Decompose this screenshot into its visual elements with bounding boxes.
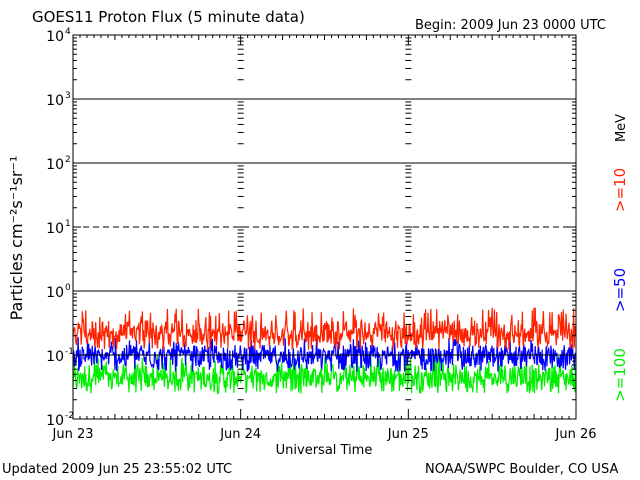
y-tick-label-base: 10 (46, 93, 64, 109)
chart-title: GOES11 Proton Flux (5 minute data) (32, 8, 305, 26)
y-tick-label-exp: 0 (65, 283, 71, 293)
series-line (72, 307, 577, 350)
series-line (72, 355, 577, 395)
y-tick-label-base: 10 (46, 221, 64, 237)
plot-frame (72, 34, 577, 420)
y-axis-label: Particles cm⁻²s⁻¹sr⁻¹ (7, 156, 26, 321)
y-tick-label-exp: 2 (65, 155, 71, 165)
credit: NOAA/SWPC Boulder, CO USA (425, 462, 618, 477)
y-tick-label-exp: 4 (65, 27, 71, 37)
y-tick-label-exp: 3 (65, 91, 71, 101)
begin-time: Begin: 2009 Jun 23 0000 UTC (415, 18, 606, 33)
legend-entry: >=100 (611, 348, 629, 402)
x-axis-label: Universal Time (276, 443, 373, 458)
y-tick-label-base: 10 (46, 285, 64, 301)
x-tick-label: Jun 26 (555, 427, 597, 442)
y-tick-label-base: 10 (46, 413, 64, 429)
legend-entry: >=50 (611, 268, 629, 312)
y-tick-label-base: 10 (46, 349, 64, 365)
x-tick-label: Jun 23 (52, 427, 94, 442)
y-tick-label-base: 10 (46, 157, 64, 173)
legend-entry: >=10 (611, 168, 629, 212)
x-tick-label: Jun 24 (219, 427, 261, 442)
y-tick-label-base: 10 (46, 29, 64, 45)
y-tick-label-exp: -1 (65, 347, 74, 357)
y-tick-label-exp: 1 (65, 219, 71, 229)
legend: MeV >=10 >=50 >=100 (611, 114, 629, 402)
x-tick-labels: Jun 23 Jun 24 Jun 25 Jun 26 (52, 427, 597, 442)
series-group (72, 307, 577, 395)
x-tick-label: Jun 25 (387, 427, 429, 442)
threshold-lines (73, 98, 576, 356)
legend-unit: MeV (614, 114, 629, 142)
series-line (72, 337, 577, 372)
updated-time: Updated 2009 Jun 25 23:55:02 UTC (2, 462, 232, 477)
y-tick-label-exp: -2 (65, 411, 74, 421)
